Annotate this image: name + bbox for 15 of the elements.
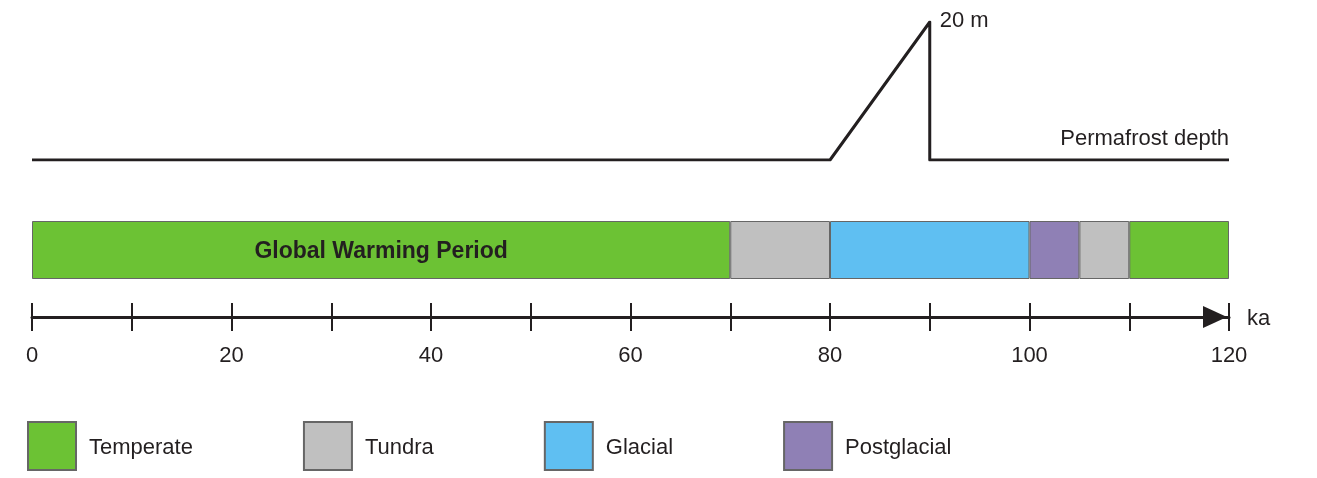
x-tick-label: 60 [618, 341, 643, 367]
legend-label: Postglacial [845, 433, 952, 459]
legend-label: Tundra [364, 433, 435, 459]
x-tick-label: 40 [418, 341, 444, 367]
x-tick-label: 20 [219, 341, 244, 367]
x-tick-label: 120 [1210, 341, 1248, 367]
x-tick-label: 80 [817, 341, 843, 367]
legend-label: Glacial [605, 433, 674, 459]
annotation: 20 m [939, 6, 989, 32]
annotation: Global Warming Period [254, 237, 508, 263]
x-axis-title: ka [1247, 304, 1271, 330]
series-label: Permafrost depth [1060, 124, 1229, 150]
x-tick-label: 0 [25, 341, 39, 367]
x-tick-label: 100 [1011, 341, 1048, 367]
legend-label: Temperate [89, 433, 193, 459]
